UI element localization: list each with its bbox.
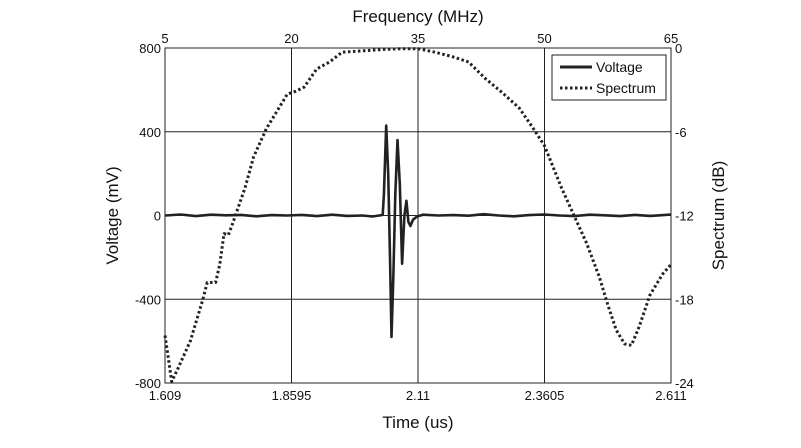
top-tick-label: 35: [411, 31, 425, 46]
top-tick-label: 50: [537, 31, 551, 46]
legend: Voltage Spectrum: [551, 54, 667, 101]
series-layer: [163, 47, 673, 384]
x-tick-label: 1.609: [149, 388, 182, 403]
x-tick-label: 2.3605: [525, 388, 565, 403]
legend-label-spectrum: Spectrum: [596, 80, 656, 96]
y-tick-label: -400: [135, 292, 161, 307]
y-tick-label: -800: [135, 376, 161, 391]
y-axis-label: Voltage (mV): [103, 166, 122, 264]
right-axis-label: Spectrum (dB): [709, 161, 728, 271]
y-tick-label: 0: [154, 209, 161, 224]
right-tick-label: -24: [675, 376, 694, 391]
tick-labels: 1.609 1.8595 2.11 2.3605 2.611 5 20 35 50 65 -800 -…: [135, 31, 694, 403]
series-line-voltage: [164, 124, 672, 339]
right-tick-label: -18: [675, 292, 694, 307]
top-axis-label: Frequency (MHz): [352, 7, 483, 26]
legend-label-voltage: Voltage: [596, 59, 643, 75]
legend-box: [551, 54, 667, 101]
right-tick-label: -6: [675, 125, 687, 140]
y-tick-label: 400: [139, 125, 161, 140]
top-tick-label: 65: [664, 31, 678, 46]
top-tick-label: 5: [161, 31, 168, 46]
y-tick-label: 800: [139, 41, 161, 56]
x-tick-label: 2.11: [406, 388, 430, 403]
top-tick-label: 20: [284, 31, 298, 46]
x-tick-label: 2.611: [655, 388, 687, 403]
plot-frame: [164, 47, 672, 384]
x-axis-label: Time (us): [382, 413, 453, 432]
x-tick-label: 1.8595: [272, 388, 312, 403]
right-tick-label: -12: [675, 209, 694, 224]
series-line-spectrum: [163, 47, 673, 384]
right-tick-label: 0: [675, 41, 682, 56]
